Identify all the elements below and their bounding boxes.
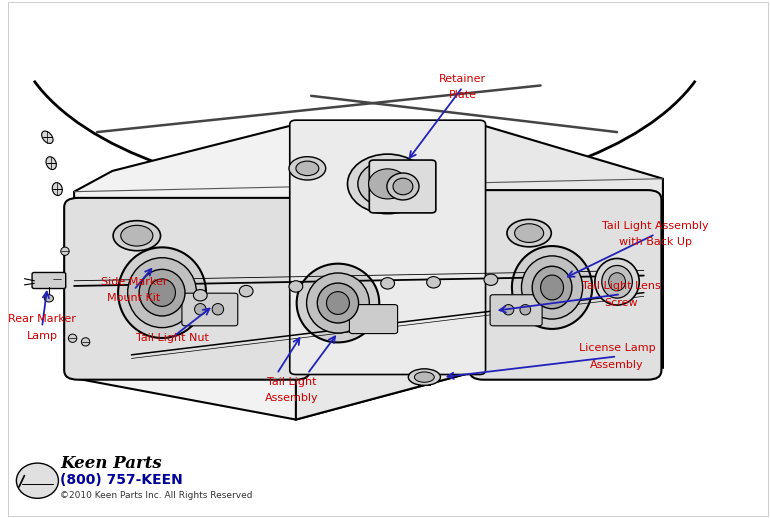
Text: Side Marker: Side Marker xyxy=(101,277,167,287)
Ellipse shape xyxy=(118,248,206,338)
Ellipse shape xyxy=(296,264,380,342)
Ellipse shape xyxy=(387,173,419,200)
Text: Keen Parts: Keen Parts xyxy=(60,455,162,472)
Ellipse shape xyxy=(512,246,592,329)
Ellipse shape xyxy=(45,295,53,302)
Ellipse shape xyxy=(484,274,497,285)
Ellipse shape xyxy=(289,157,326,180)
Ellipse shape xyxy=(393,178,413,195)
Text: Retainer: Retainer xyxy=(439,74,486,84)
Polygon shape xyxy=(296,124,663,420)
Text: License Lamp: License Lamp xyxy=(579,343,655,353)
Ellipse shape xyxy=(113,221,160,251)
Ellipse shape xyxy=(514,224,544,242)
Text: Plate: Plate xyxy=(449,90,477,100)
Ellipse shape xyxy=(414,372,434,382)
FancyBboxPatch shape xyxy=(470,190,661,380)
Ellipse shape xyxy=(61,247,69,255)
Ellipse shape xyxy=(306,273,370,333)
Text: Assembly: Assembly xyxy=(591,359,644,370)
Ellipse shape xyxy=(622,280,632,290)
Ellipse shape xyxy=(521,256,583,319)
Ellipse shape xyxy=(380,278,394,289)
Ellipse shape xyxy=(347,154,428,213)
Ellipse shape xyxy=(612,285,622,295)
Text: Tail Light Assembly: Tail Light Assembly xyxy=(602,221,708,231)
Ellipse shape xyxy=(408,369,440,385)
Ellipse shape xyxy=(42,131,53,143)
FancyBboxPatch shape xyxy=(290,120,486,375)
Ellipse shape xyxy=(520,305,531,315)
Ellipse shape xyxy=(608,272,625,291)
Ellipse shape xyxy=(82,338,90,346)
Ellipse shape xyxy=(239,285,253,297)
Ellipse shape xyxy=(595,258,639,305)
Ellipse shape xyxy=(139,269,185,316)
Ellipse shape xyxy=(317,283,359,323)
Ellipse shape xyxy=(69,334,77,342)
Ellipse shape xyxy=(602,265,632,298)
Ellipse shape xyxy=(503,305,514,315)
Ellipse shape xyxy=(296,161,319,176)
Ellipse shape xyxy=(289,281,303,292)
FancyBboxPatch shape xyxy=(490,295,542,326)
Ellipse shape xyxy=(326,292,350,314)
Ellipse shape xyxy=(193,290,207,301)
Text: Lamp: Lamp xyxy=(26,330,58,341)
Ellipse shape xyxy=(128,258,196,328)
Ellipse shape xyxy=(358,161,417,207)
Ellipse shape xyxy=(532,266,572,309)
Text: Mount Kit: Mount Kit xyxy=(107,293,160,304)
Ellipse shape xyxy=(52,183,62,195)
Ellipse shape xyxy=(427,277,440,288)
Ellipse shape xyxy=(609,269,619,278)
FancyBboxPatch shape xyxy=(64,198,310,380)
Text: Tail Light Nut: Tail Light Nut xyxy=(136,333,209,343)
Text: Screw: Screw xyxy=(604,297,638,308)
Text: ©2010 Keen Parts Inc. All Rights Reserved: ©2010 Keen Parts Inc. All Rights Reserve… xyxy=(60,491,253,500)
Ellipse shape xyxy=(541,275,564,300)
Polygon shape xyxy=(74,124,480,420)
FancyBboxPatch shape xyxy=(350,305,397,334)
FancyBboxPatch shape xyxy=(32,272,65,289)
Ellipse shape xyxy=(195,304,206,315)
Text: Rear Marker: Rear Marker xyxy=(8,314,76,324)
Ellipse shape xyxy=(46,157,56,169)
Ellipse shape xyxy=(369,169,407,199)
Text: Tail Light: Tail Light xyxy=(267,377,316,387)
Ellipse shape xyxy=(16,463,59,498)
Text: Assembly: Assembly xyxy=(265,393,319,403)
Ellipse shape xyxy=(53,275,62,283)
FancyBboxPatch shape xyxy=(182,293,238,326)
Text: with Back Up: with Back Up xyxy=(619,237,691,248)
Text: Tail Light Lens: Tail Light Lens xyxy=(581,281,660,291)
Ellipse shape xyxy=(213,304,223,315)
Ellipse shape xyxy=(507,220,551,247)
FancyBboxPatch shape xyxy=(370,160,436,213)
Ellipse shape xyxy=(149,279,176,307)
Text: (800) 757-KEEN: (800) 757-KEEN xyxy=(60,473,183,487)
Ellipse shape xyxy=(121,225,153,246)
